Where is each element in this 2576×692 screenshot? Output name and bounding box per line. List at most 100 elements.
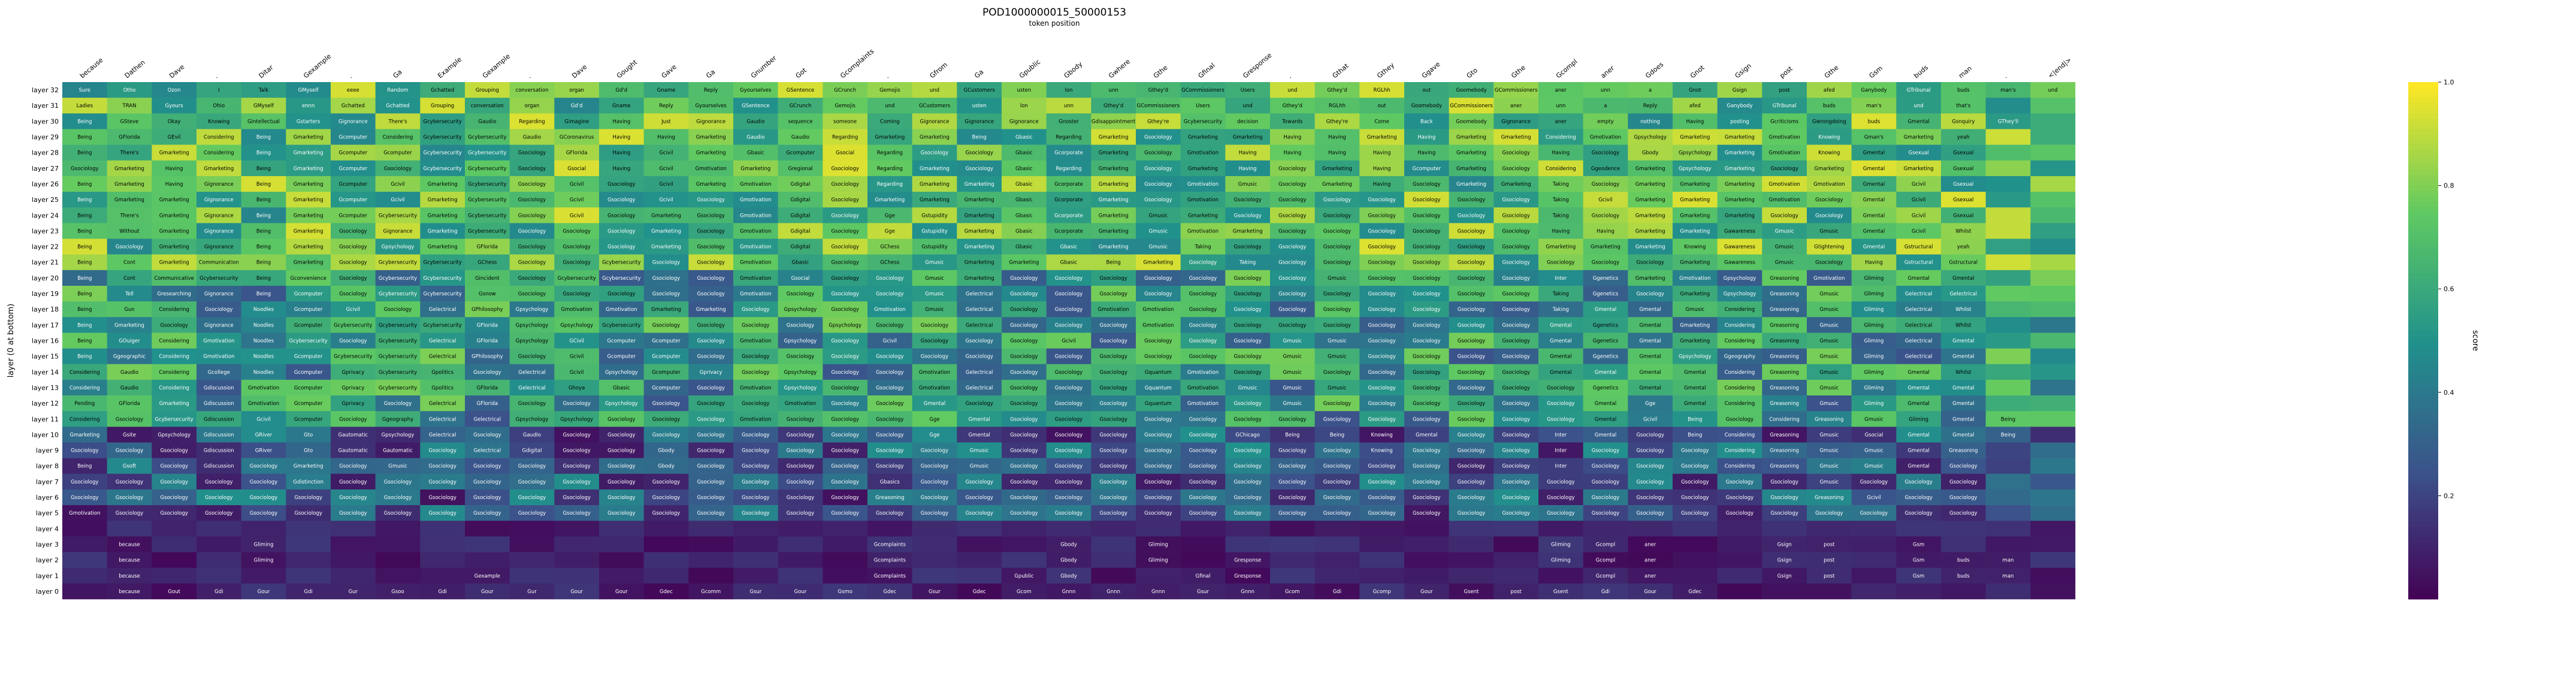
cell-label: Just bbox=[661, 119, 671, 125]
cell-label: Gsociology bbox=[1010, 416, 1038, 422]
cell-label: Gsociology bbox=[160, 448, 188, 454]
cell-label: Gmusic bbox=[1148, 213, 1168, 219]
heatmap-cell bbox=[1404, 521, 1449, 537]
heatmap-cell bbox=[733, 364, 778, 380]
cell-label: Having bbox=[1552, 150, 1570, 156]
cell-label: Gd'd bbox=[615, 87, 627, 93]
heatmap-cell bbox=[688, 82, 734, 98]
cell-label: GFlorida bbox=[119, 401, 140, 407]
cell-label: Gdigital bbox=[790, 228, 810, 234]
colorbar-segment bbox=[2408, 578, 2438, 584]
cell-label: Gelectrical bbox=[429, 307, 456, 313]
cell-label: Ganybody bbox=[1861, 87, 1886, 93]
cell-label: Gour bbox=[481, 589, 494, 595]
heatmap-cell bbox=[331, 317, 376, 333]
cell-label: Gsociology bbox=[1458, 322, 1485, 328]
heatmap-cell bbox=[196, 427, 241, 443]
heatmap-cell bbox=[1941, 192, 1986, 208]
heatmap-cell bbox=[196, 489, 241, 506]
heatmap-cell bbox=[1314, 160, 1360, 177]
cell-label: Gignorance bbox=[204, 244, 234, 250]
heatmap-cell bbox=[1225, 427, 1271, 443]
heatmap-cell bbox=[1136, 333, 1181, 349]
heatmap-cell bbox=[1136, 82, 1181, 98]
x-tick-label: Ga bbox=[973, 68, 985, 80]
cell-label: Gmarketing bbox=[1099, 150, 1129, 156]
heatmap-cell bbox=[778, 285, 823, 302]
cell-label: Having bbox=[165, 182, 183, 188]
cell-label: Gliming bbox=[1864, 339, 1884, 345]
heatmap-cell bbox=[465, 223, 510, 239]
heatmap-cell bbox=[1583, 129, 1628, 145]
heatmap-cell bbox=[62, 395, 107, 412]
heatmap-cell bbox=[1136, 395, 1181, 412]
heatmap-cell bbox=[1583, 473, 1628, 490]
heatmap-cell bbox=[1091, 113, 1136, 129]
cell-label: Gsociology bbox=[339, 495, 367, 501]
heatmap-cell bbox=[554, 364, 600, 380]
cell-label: Greasoning bbox=[1770, 464, 1799, 470]
heatmap-cell bbox=[1673, 192, 1718, 208]
cell-label: Gmarketing bbox=[1099, 166, 1129, 172]
heatmap-cell bbox=[554, 223, 600, 239]
heatmap-cell bbox=[778, 442, 823, 458]
cell-label: Gsociology bbox=[1368, 464, 1395, 470]
heatmap-cell bbox=[1359, 285, 1405, 302]
heatmap-cell bbox=[1985, 333, 2031, 349]
heatmap-cell bbox=[599, 285, 644, 302]
heatmap-cell bbox=[1807, 552, 1852, 568]
heatmap-cell bbox=[1449, 427, 1494, 443]
heatmap-cell bbox=[1851, 333, 1897, 349]
cell-label: man's bbox=[2000, 87, 2016, 93]
heatmap-cell bbox=[196, 285, 241, 302]
heatmap-cell bbox=[957, 82, 1002, 98]
heatmap-cell bbox=[1807, 379, 1852, 396]
heatmap-cell bbox=[1717, 238, 1762, 255]
heatmap-cell bbox=[1583, 442, 1628, 458]
cell-label: Gsociology bbox=[1099, 370, 1127, 376]
chart-title: POD1000000015_50000153 bbox=[982, 7, 1126, 19]
heatmap-cell bbox=[509, 223, 555, 239]
cell-label: Gsociology bbox=[1233, 464, 1261, 470]
cell-label: Gelectrical bbox=[1905, 291, 1933, 297]
cell-label: Gsociology bbox=[1413, 228, 1440, 234]
cell-label: Gresponse bbox=[1234, 558, 1261, 564]
cell-label: Gaudio bbox=[791, 135, 809, 141]
cell-label: Gliming bbox=[1864, 291, 1884, 297]
heatmap-cell bbox=[554, 552, 600, 568]
cell-label: Gmental bbox=[1907, 370, 1929, 376]
cell-label: Gresponse bbox=[1234, 573, 1261, 579]
cell-label: Gsociology bbox=[607, 432, 635, 438]
cell-label: Gmental bbox=[1952, 416, 1974, 422]
cell-label: Gsociology bbox=[831, 416, 858, 422]
heatmap-cell bbox=[465, 176, 510, 192]
heatmap-cell bbox=[1270, 285, 1315, 302]
heatmap-cell bbox=[509, 427, 555, 443]
cell-label: Gmotivation bbox=[248, 401, 279, 407]
cell-label: post bbox=[1824, 558, 1835, 564]
cell-label: Gcivil bbox=[570, 182, 583, 188]
colorbar-segment bbox=[2408, 87, 2438, 93]
cell-label: Gmental bbox=[1907, 119, 1929, 125]
heatmap-cell bbox=[1673, 489, 1718, 506]
cell-label: Regarding bbox=[877, 182, 903, 188]
heatmap-cell bbox=[1046, 427, 1092, 443]
heatmap-cell bbox=[1896, 505, 1942, 521]
y-tick-label: layer 13 bbox=[32, 384, 59, 392]
cell-label: Gcybersecurity bbox=[334, 322, 372, 328]
x-tick-label: because bbox=[78, 56, 105, 80]
heatmap-cell bbox=[912, 364, 957, 380]
heatmap-cell bbox=[554, 144, 600, 161]
cell-label: Gsociology bbox=[1010, 276, 1038, 282]
cell-label: Gmarketing bbox=[965, 276, 994, 282]
heatmap-cell bbox=[1583, 98, 1628, 114]
heatmap-cell bbox=[241, 521, 286, 537]
cell-label: Gliming bbox=[1864, 370, 1884, 376]
heatmap-cell bbox=[1449, 379, 1494, 396]
heatmap-cell bbox=[2030, 395, 2076, 412]
heatmap-cell bbox=[1583, 82, 1628, 98]
heatmap-cell bbox=[1807, 176, 1852, 192]
heatmap-cell bbox=[1493, 395, 1539, 412]
heatmap-cell bbox=[1180, 427, 1226, 443]
cell-label: Gsociology bbox=[1413, 307, 1440, 313]
